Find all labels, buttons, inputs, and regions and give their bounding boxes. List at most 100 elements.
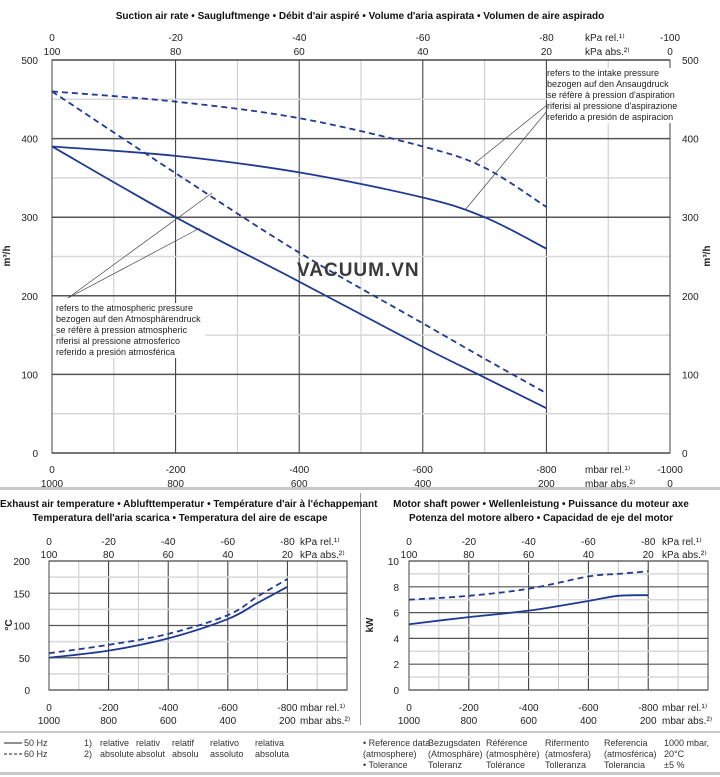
note-line: bezogen auf den Atmosphärendruck: [56, 314, 201, 324]
watermark: VACUUM.VN: [297, 260, 420, 281]
x-ticks-rel-label: -1000: [657, 465, 683, 476]
atmospheric-pressure-note: refers to the atmospheric pressure bezoge…: [56, 303, 205, 358]
x2-ticks-abs-label: 0: [667, 47, 673, 58]
footnote-2-num: 2): [84, 749, 93, 759]
x-ticks-abs-label: 1000: [398, 716, 421, 727]
x-ticks-rel-label: -600: [218, 703, 238, 714]
y-tick-label: 200: [13, 557, 30, 568]
y-tick-label: 400: [21, 135, 38, 146]
plot-frame: [48, 560, 348, 691]
x-ticks-rel-label: -400: [289, 465, 309, 476]
x2-ticks-abs-label: 100: [41, 550, 58, 561]
x2-ticks-abs-label: 20: [282, 550, 294, 561]
x2-ticks-rel-label: -40: [292, 33, 307, 44]
power-chart-title-2: Potenza del motore albero • Capacidad de…: [408, 513, 674, 524]
x-ticks-abs-label: 600: [520, 716, 537, 727]
x2-ticks-rel-label: -80: [539, 33, 554, 44]
x-ticks-rel-label: -400: [158, 703, 178, 714]
x-ticks-rel-label: 0: [406, 703, 412, 714]
footnote-rel: relativ: [136, 738, 161, 748]
xlabel-abs-unit: mbar abs.²⁾: [300, 716, 350, 727]
power-chart-title-1: Motor shaft power • Wellenleistung • Pui…: [393, 499, 689, 510]
y-tick-label-right: 100: [682, 370, 699, 381]
legend-line-samples: [4, 742, 22, 755]
legend-divider-bottom: [0, 772, 720, 775]
y-axis-label: kW: [365, 617, 376, 633]
x-ticks-rel-label: -800: [277, 703, 297, 714]
reference-text: 20°C: [664, 749, 685, 759]
legend-divider-top: [0, 731, 720, 733]
y-tick-label: 150: [13, 589, 30, 600]
y-tick-label: 0: [32, 449, 38, 460]
footnote-rel: relativo: [210, 738, 240, 748]
legend-50hz: 50 Hz: [24, 738, 48, 748]
reference-text: • Tolerance: [363, 760, 408, 770]
reference-text: (atmosfera): [545, 749, 592, 759]
x2-ticks-rel-label: -40: [161, 537, 176, 548]
x-ticks-abs-label: 800: [460, 716, 477, 727]
xlabel-abs-unit: mbar abs.²⁾: [585, 479, 635, 490]
x-ticks-rel-label: 0: [46, 703, 52, 714]
reference-text: Bezugsdaten: [428, 738, 481, 748]
y-axis-label: °C: [4, 619, 15, 630]
y-tick-label: 50: [19, 654, 31, 665]
y-tick-label: 10: [388, 557, 400, 568]
note-line: referido a presión de aspiracion: [547, 112, 674, 122]
x2-ticks-abs-label: 100: [401, 550, 418, 561]
x-ticks-abs-label: 200: [279, 716, 296, 727]
x2-ticks-rel-label: -60: [221, 537, 236, 548]
x2-ticks-abs-label: 60: [523, 550, 535, 561]
temp-chart-title-1: Exhaust air temperature • Ablufttemperat…: [0, 499, 378, 510]
annotation-pointers: [67, 92, 563, 299]
y-tick-label-right: 0: [682, 449, 688, 460]
footnote-rel: relative: [100, 738, 130, 748]
y-tick-label-right: 300: [682, 213, 699, 224]
vertical-divider: [360, 493, 361, 725]
note-line: se réfère à pression atmospheric: [56, 325, 188, 335]
temp-chart-title-2: Temperatura dell'aria scarica • Temperat…: [32, 513, 328, 524]
x-ticks-abs-label: 400: [219, 716, 236, 727]
series-line-60hz-intake-dashed: [51, 90, 547, 208]
reference-text: Tolerancia: [604, 760, 646, 770]
x2-ticks-rel-label: 0: [49, 33, 55, 44]
x-ticks-abs-label: 800: [100, 716, 117, 727]
x-ticks-rel-label: -800: [638, 703, 658, 714]
x2-ticks-abs-label: 40: [222, 550, 234, 561]
annotation-pointer-line: [464, 92, 563, 211]
y-tick-label-right: 200: [682, 292, 699, 303]
x-ticks-abs-label: 1000: [38, 716, 61, 727]
note-line: riferisi al pressione d'aspirazione: [547, 101, 678, 111]
footnote-1-num: 1): [84, 738, 93, 748]
xlabel-abs-unit: mbar abs.²⁾: [662, 716, 712, 727]
x2-ticks-rel-label: -20: [462, 537, 477, 548]
footnote-abs: absoluta: [255, 749, 290, 759]
reference-text: 1000 mbar,: [664, 738, 710, 748]
reference-text: Tolérance: [486, 760, 526, 770]
series-line-60hz--dashed: [408, 570, 649, 601]
x-ticks-rel-label: -200: [459, 703, 479, 714]
series-line-60hz--dashed: [48, 578, 288, 655]
reference-text: (atmosphère): [486, 749, 540, 759]
y-tick-label: 200: [21, 292, 38, 303]
main-chart-title: Suction air rate • Saugluftmenge • Débit…: [115, 11, 605, 22]
footnote-abs: absolu: [172, 749, 199, 759]
series-line-50hz-atmospheric-solid: [51, 145, 547, 410]
x-ticks-abs-label: 600: [160, 716, 177, 727]
x2-ticks-rel-label: -60: [581, 537, 596, 548]
series-line-50hz-intake-solid: [51, 145, 547, 250]
y-axis-label-right: m³/h: [702, 245, 713, 266]
reference-text: (Atmosphäre): [428, 749, 483, 759]
x2-ticks-rel-label: 0: [46, 537, 52, 548]
x-ticks-abs-label: 1000: [41, 479, 64, 490]
section-divider: [0, 487, 720, 490]
x2-ticks-abs-label: 60: [163, 550, 175, 561]
annotation-pointer-line: [67, 227, 201, 299]
x2-ticks-rel-label: 0: [406, 537, 412, 548]
x-ticks-rel-label: -600: [413, 465, 433, 476]
x2label-rel-unit: kPa rel.¹⁾: [585, 33, 625, 44]
footnote-abs: absolute: [100, 749, 135, 759]
note-line: bezogen auf den Ansaugdruck: [547, 79, 669, 89]
x2-ticks-rel-label: -100: [660, 33, 680, 44]
